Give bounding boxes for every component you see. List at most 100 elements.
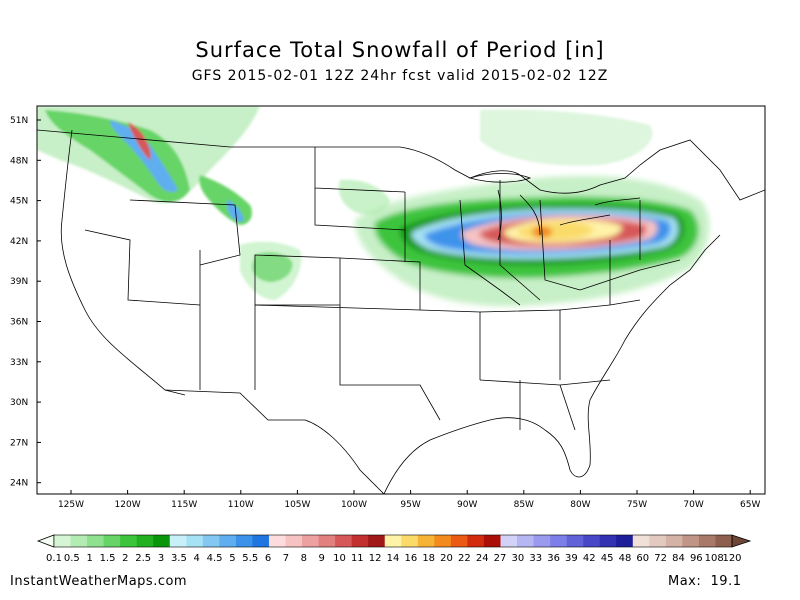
colorbar-label: 27 [494, 553, 507, 564]
lat-label: 27N [10, 438, 28, 448]
colorbar-label: 7 [283, 553, 289, 564]
colorbar-swatch [335, 535, 352, 547]
lat-label: 30N [10, 398, 28, 408]
map-frame [36, 105, 766, 495]
colorbar-label: 96 [690, 553, 703, 564]
colorbar-swatch [87, 535, 104, 547]
colorbar-outline [53, 534, 733, 548]
colorbar-label: 84 [672, 553, 685, 564]
snowfall-shading [37, 106, 765, 494]
lon-label: 125W [58, 500, 84, 510]
colorbar-label: 5 [229, 553, 235, 564]
colorbar-swatch [202, 535, 220, 547]
snow-pnw-red [128, 122, 151, 160]
longitude-axis: 125W 120W 115W 110W 105W 100W 95W 90W 85W 80W 75W 7… [58, 490, 760, 510]
lat-label: 33N [10, 358, 28, 368]
colorbar-swatch [219, 535, 237, 547]
colorbar-swatch [318, 535, 336, 547]
colorbar-label: 0.5 [64, 553, 80, 564]
colorbar-swatch [302, 535, 319, 547]
colorbar-label: 39 [565, 553, 578, 564]
colorbar-swatch [252, 535, 270, 547]
colorbar-label: 14 [387, 553, 400, 564]
map-title: Surface Total Snowfall of Period [in] [195, 38, 605, 62]
colorbar-swatch [583, 535, 601, 547]
colorbar-swatch [120, 535, 137, 547]
lat-label: 39N [10, 277, 28, 287]
lon-label: 85W [514, 500, 534, 510]
colorbar-swatch [153, 535, 171, 547]
snow-ontario-light [480, 109, 653, 166]
colorbar-swatch [450, 535, 468, 547]
lon-label: 115W [171, 500, 197, 510]
lon-label: 70W [683, 500, 703, 510]
great-lakes [468, 173, 641, 241]
colorbar-label: 12 [369, 553, 382, 564]
colorbar-label: 0.1 [46, 553, 62, 564]
colorbar-label: 2.5 [135, 553, 151, 564]
lon-label: 105W [284, 500, 310, 510]
colorbar-swatch [616, 535, 634, 547]
colorbar: 0.1 0.5 1 1.5 2 2.5 3 3.5 4 4.5 5 5.5 6 7 8 9 10 11 12 14 16… [36, 534, 752, 564]
colorbar-label: 8 [301, 553, 307, 564]
colorbar-label: 6 [265, 553, 271, 564]
colorbar-label: 24 [476, 553, 489, 564]
colorbar-swatch [467, 535, 485, 547]
colorbar-swatch [368, 535, 386, 547]
colorbar-label: 16 [404, 553, 417, 564]
lat-label: 45N [10, 197, 28, 207]
colorbar-label: 33 [529, 553, 542, 564]
site-credit: InstantWeatherMaps.com [10, 574, 188, 589]
colorbar-label: 60 [636, 553, 649, 564]
colorbar-swatch [665, 535, 683, 547]
colorbar-label: 45 [601, 553, 614, 564]
colorbar-label: 42 [583, 553, 596, 564]
colorbar-label: 10 [333, 553, 346, 564]
colorbar-swatch [698, 535, 716, 547]
snow-pnw-green [45, 110, 190, 202]
lat-label: 48N [10, 156, 28, 166]
lon-label: 100W [341, 500, 367, 510]
max-label: Max: [668, 574, 702, 589]
colorbar-swatch [517, 535, 534, 547]
colorbar-label: 30 [512, 553, 525, 564]
colorbar-low-arrow [36, 534, 55, 548]
colorbar-label: 11 [351, 553, 364, 564]
colorbar-swatch [417, 535, 435, 547]
colorbar-swatch [351, 535, 369, 547]
colorbar-swatch [550, 535, 567, 547]
colorbar-label: 20 [440, 553, 453, 564]
colorbar-swatch [268, 535, 286, 547]
colorbar-swatch [186, 535, 204, 547]
colorbar-label: 4.5 [207, 553, 223, 564]
colorbar-label: 22 [458, 553, 471, 564]
colorbar-label: 5.5 [242, 553, 258, 564]
colorbar-swatch [483, 535, 501, 547]
colorbar-label: 3 [158, 553, 164, 564]
colorbar-swatch [54, 535, 71, 547]
lat-label: 36N [10, 318, 28, 328]
colorbar-swatch [285, 535, 303, 547]
colorbar-swatch [136, 535, 154, 547]
colorbar-swatch [566, 535, 584, 547]
colorbar-swatch [103, 535, 121, 547]
lon-label: 75W [627, 500, 647, 510]
colorbar-swatch [70, 535, 88, 547]
colorbar-swatch [500, 535, 518, 547]
colorbar-label: 9 [318, 553, 324, 564]
lon-label: 95W [400, 500, 420, 510]
colorbar-label: 120 [722, 553, 741, 564]
colorbar-swatch [384, 535, 402, 547]
lat-label: 24N [10, 479, 28, 489]
colorbar-label: 4 [194, 553, 200, 564]
colorbar-label: 48 [619, 553, 632, 564]
colorbar-label: 2 [122, 553, 128, 564]
lon-label: 80W [570, 500, 590, 510]
colorbar-high-arrow [731, 534, 752, 548]
colorbar-swatch [169, 535, 187, 547]
colorbar-label: 1.5 [100, 553, 116, 564]
lat-label: 51N [10, 116, 28, 126]
colorbar-label: 108 [705, 553, 724, 564]
colorbar-swatch [235, 535, 253, 547]
